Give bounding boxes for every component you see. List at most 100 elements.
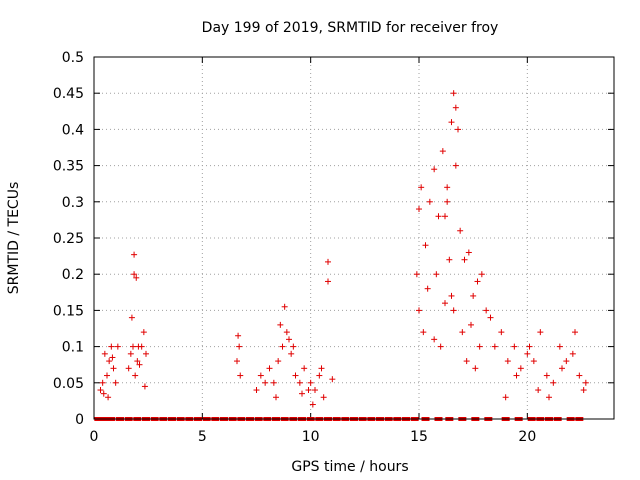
data-point xyxy=(325,258,331,265)
data-point xyxy=(143,350,149,357)
data-point xyxy=(325,278,331,285)
data-point xyxy=(426,198,433,205)
data-point xyxy=(546,394,552,401)
data-point xyxy=(133,274,140,281)
data-point xyxy=(433,271,440,278)
data-point xyxy=(286,336,292,343)
data-point xyxy=(288,350,295,357)
data-point xyxy=(459,329,466,336)
data-point xyxy=(270,379,277,386)
data-point xyxy=(472,365,479,372)
data-point xyxy=(141,383,148,390)
data-point xyxy=(483,307,490,314)
data-point xyxy=(416,307,422,314)
data-point xyxy=(307,379,314,386)
data-point xyxy=(100,390,107,397)
data-point xyxy=(110,365,117,372)
data-point xyxy=(290,343,297,350)
x-tick-label: 15 xyxy=(410,429,428,445)
data-point xyxy=(468,321,474,328)
x-tick-label: 20 xyxy=(518,429,536,445)
x-tick-label: 5 xyxy=(198,429,207,445)
data-point xyxy=(461,256,468,263)
data-point xyxy=(318,365,325,372)
data-point xyxy=(273,394,279,401)
data-point xyxy=(132,372,139,379)
data-point xyxy=(582,379,589,386)
data-point xyxy=(101,350,108,357)
data-point xyxy=(446,256,453,263)
data-point xyxy=(312,387,318,394)
grid-lines xyxy=(94,57,614,419)
data-point xyxy=(435,213,442,220)
data-point xyxy=(140,329,147,336)
data-point xyxy=(431,166,438,173)
data-point xyxy=(448,119,455,126)
data-point xyxy=(502,394,509,401)
data-point xyxy=(452,162,459,169)
data-point xyxy=(478,271,485,278)
data-point xyxy=(253,387,260,394)
data-point xyxy=(444,184,451,191)
data-point xyxy=(127,350,134,357)
data-point xyxy=(444,198,451,205)
chart-title: Day 199 of 2019, SRMTID for receiver fro… xyxy=(202,20,499,36)
data-point xyxy=(511,343,518,350)
data-point xyxy=(329,376,336,383)
data-point xyxy=(112,379,119,386)
data-point xyxy=(442,213,448,220)
y-tick-label: 0.2 xyxy=(62,267,84,283)
data-point xyxy=(296,379,303,386)
data-point xyxy=(465,249,472,256)
y-tick-label: 0.4 xyxy=(62,122,84,138)
data-point xyxy=(513,372,520,379)
data-point xyxy=(416,206,422,213)
data-point xyxy=(450,307,457,314)
data-point xyxy=(125,365,132,372)
data-point xyxy=(487,314,494,321)
data-point xyxy=(130,343,136,350)
data-point xyxy=(442,300,448,307)
data-point xyxy=(413,271,420,278)
data-point xyxy=(535,387,542,394)
x-axis-label: GPS time / hours xyxy=(291,459,408,475)
data-point xyxy=(463,358,470,365)
data-point xyxy=(448,292,455,299)
data-point xyxy=(277,321,284,328)
data-point xyxy=(457,227,464,234)
data-point xyxy=(135,343,142,350)
data-point xyxy=(572,329,578,336)
data-point xyxy=(474,278,481,285)
data-point xyxy=(418,184,425,191)
data-point xyxy=(559,365,565,372)
data-point xyxy=(517,365,524,372)
data-point xyxy=(109,354,116,361)
x-tick-label: 0 xyxy=(90,429,99,445)
data-point xyxy=(134,358,141,365)
y-tick-label: 0.15 xyxy=(53,303,84,319)
data-point xyxy=(550,379,557,386)
data-point xyxy=(301,365,308,372)
data-point xyxy=(236,343,243,350)
data-point xyxy=(97,387,104,394)
data-point xyxy=(498,329,505,336)
tick-labels: 0 0.05 0.1 0.15 0.2 0.25 0.3 0.35 0.4 0.45 0.5 0 5 10… xyxy=(53,50,536,445)
data-point xyxy=(580,387,587,394)
y-tick-label: 0.25 xyxy=(53,231,84,247)
data-point xyxy=(450,90,457,97)
data-point xyxy=(275,358,282,365)
data-point xyxy=(422,242,429,249)
data-point xyxy=(128,314,135,321)
data-point xyxy=(320,394,327,401)
data-point xyxy=(524,350,531,357)
data-point xyxy=(526,343,533,350)
y-tick-label: 0.35 xyxy=(53,159,84,175)
data-point xyxy=(104,372,110,379)
y-tick-label: 0.45 xyxy=(53,86,84,102)
data-point xyxy=(279,343,286,350)
data-point xyxy=(257,372,264,379)
data-point xyxy=(491,343,498,350)
data-point xyxy=(234,358,240,365)
data-point xyxy=(131,251,138,258)
